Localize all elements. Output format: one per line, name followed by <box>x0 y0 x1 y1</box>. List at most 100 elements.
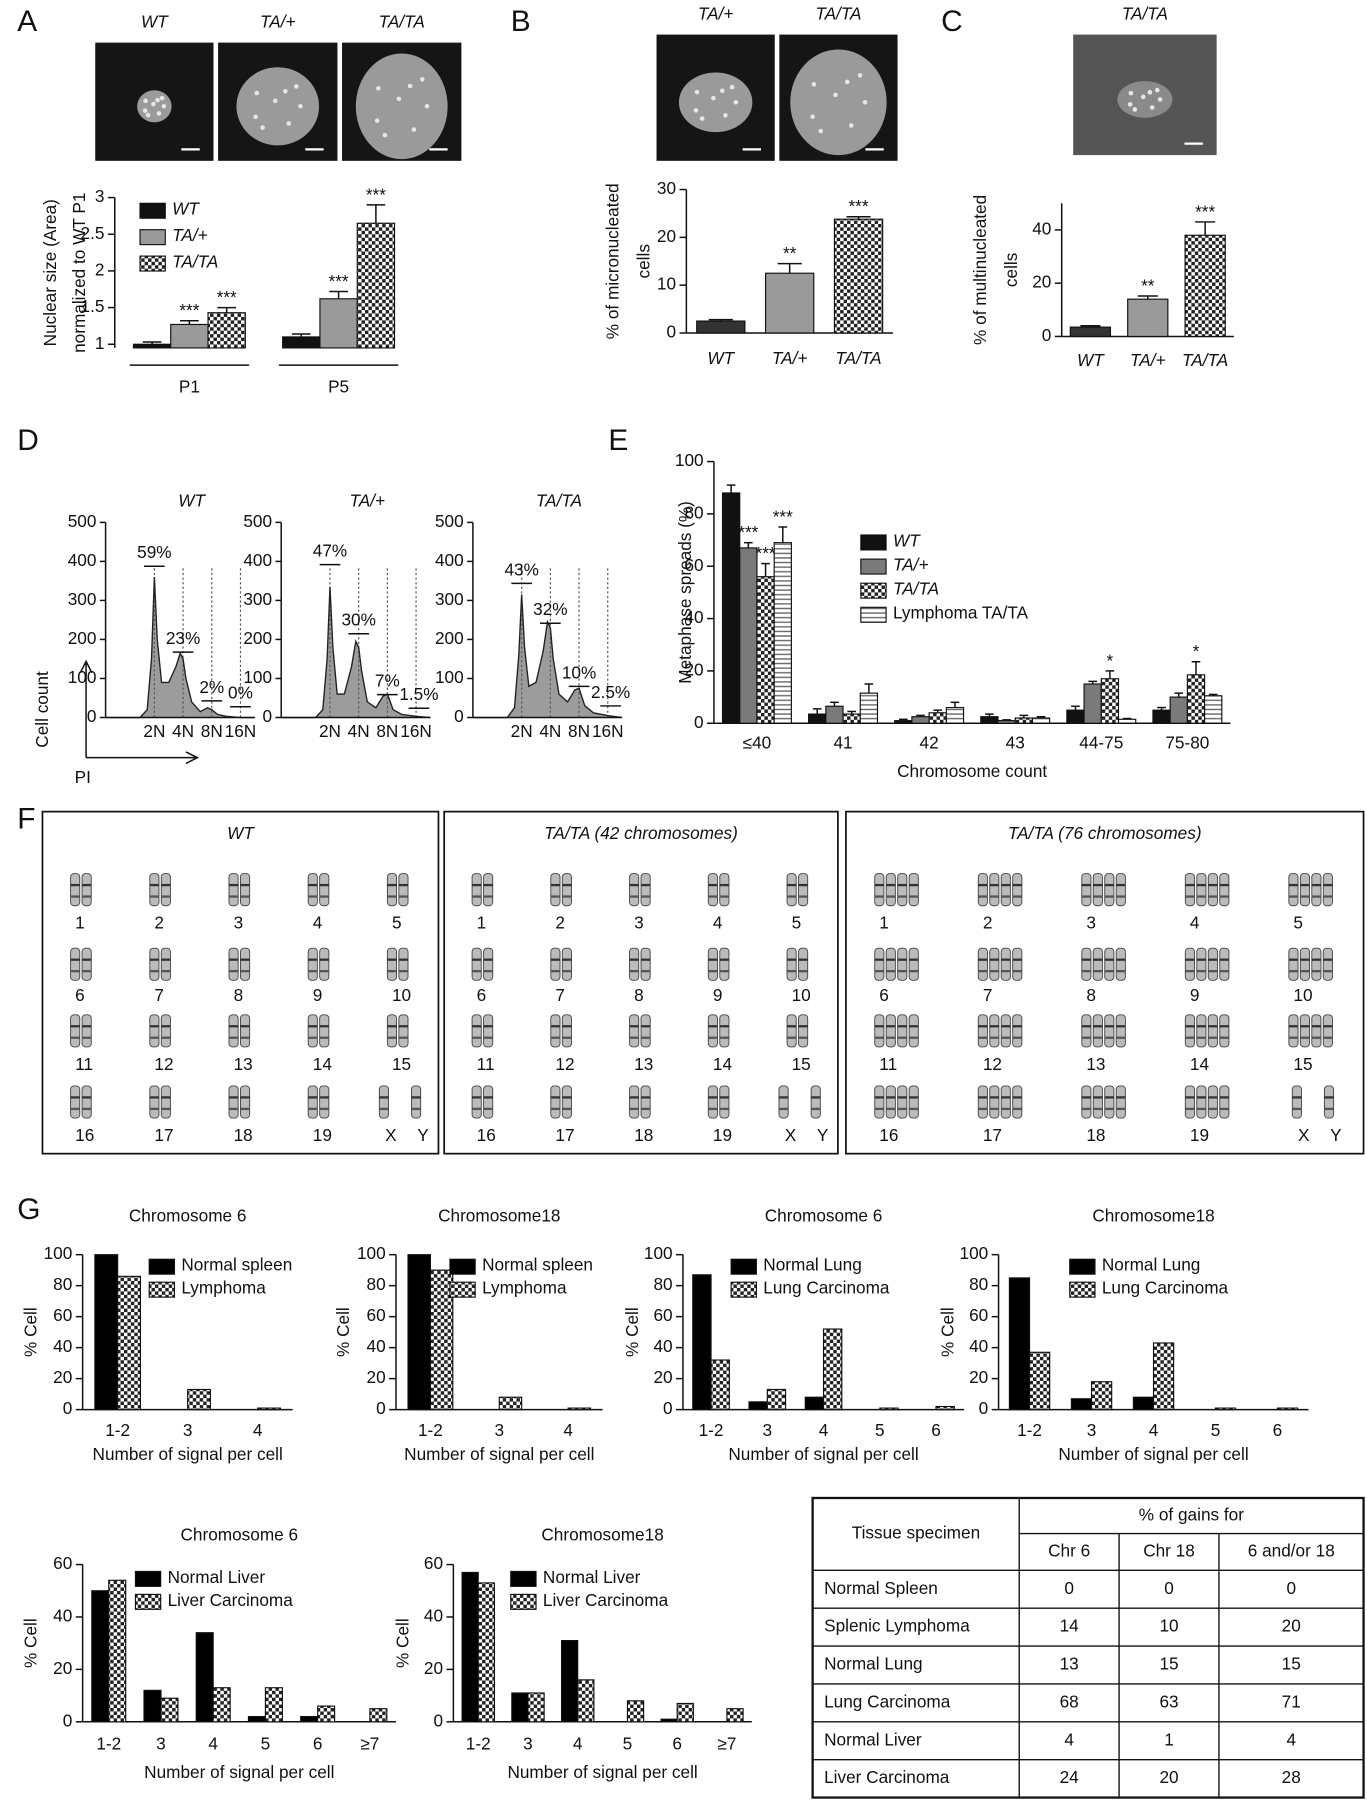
panel-label: D <box>17 424 39 457</box>
x-axis-label: Number of signal per cell <box>404 1444 594 1464</box>
legend-swatch <box>860 606 887 623</box>
x-tick-label: 1-2 <box>418 1420 443 1440</box>
x-tick-label: 43 <box>1006 732 1025 752</box>
chromosome <box>1291 1085 1302 1119</box>
area-line <box>105 576 255 719</box>
bar <box>1066 709 1085 724</box>
bar <box>1100 678 1120 724</box>
legend-label: WT <box>893 530 921 550</box>
y-axis-label: % Cell <box>21 1307 41 1357</box>
bar <box>108 1579 127 1723</box>
bar <box>676 1702 694 1723</box>
nucleus-spot <box>143 98 148 104</box>
y-tick-label: 40 <box>53 1606 72 1626</box>
chromosome-label: 10 <box>1293 985 1312 1005</box>
chromosome <box>70 873 81 907</box>
significance: *** <box>848 196 868 216</box>
table-row-header: Lung Carcinoma <box>824 1691 951 1711</box>
chromosome <box>550 873 561 907</box>
chromosome <box>70 1014 81 1048</box>
nucleus-spot <box>145 112 151 118</box>
bar <box>461 1571 479 1723</box>
x-tick-label: WT <box>1077 350 1105 370</box>
table-cell: 15 <box>1159 1654 1178 1674</box>
x-tick-label: ≥7 <box>717 1733 736 1753</box>
nucleus <box>790 49 887 156</box>
panel-label: C <box>941 5 963 38</box>
chromosome <box>483 1085 494 1119</box>
chromosome-label: 11 <box>879 1054 897 1074</box>
chromosome <box>874 947 885 981</box>
chromosome-label: 13 <box>1086 1054 1105 1074</box>
legend-label: Normal Lung <box>1102 1255 1201 1275</box>
y-tick-label: 2.5 <box>81 223 105 243</box>
nucleus-spot <box>848 123 854 128</box>
chromosome <box>160 873 171 907</box>
table-row-header: Splenic Lymphoma <box>824 1616 970 1636</box>
y-axis-label: Metaphase spreads (%) <box>675 501 695 684</box>
y-tick-label: 400 <box>68 550 97 570</box>
chromosome <box>1012 1014 1023 1048</box>
chromosome <box>908 1014 919 1048</box>
chromosome <box>1184 947 1195 981</box>
chromosome <box>989 1085 1000 1119</box>
bar <box>264 1687 283 1723</box>
x-tick-label: P1 <box>179 377 200 397</box>
y-tick-label: 60 <box>969 1305 988 1325</box>
chromosome <box>629 1085 640 1119</box>
legend-swatch <box>860 534 887 551</box>
y-tick-label: 60 <box>53 1553 72 1573</box>
bar <box>822 1328 843 1411</box>
y-axis-label: % of micronucleated <box>603 183 623 339</box>
chromosome-label: 1 <box>75 913 85 933</box>
x-axis-label: Number of signal per cell <box>507 1762 697 1782</box>
y-tick-label: 100 <box>357 1243 386 1263</box>
table-cell: 4 <box>1064 1729 1074 1749</box>
x-tick-label: 1-2 <box>1017 1420 1042 1440</box>
chromosome <box>561 1014 572 1048</box>
x-tick-label: 3 <box>156 1733 166 1753</box>
table-cell: 4 <box>1286 1729 1296 1749</box>
y-tick-label: 300 <box>68 589 97 609</box>
chromosome <box>1219 873 1230 907</box>
chromosome-label: 4 <box>713 913 723 933</box>
x-tick-label: 5 <box>623 1733 633 1753</box>
x-tick-label: 4 <box>819 1420 829 1440</box>
nucleus-spot <box>833 92 838 98</box>
bar <box>928 712 947 724</box>
chromosome <box>1219 947 1230 981</box>
nucleus-spot <box>407 83 413 89</box>
chromosome <box>874 873 885 907</box>
y-tick-label: 80 <box>653 1274 672 1294</box>
bar <box>560 1639 579 1723</box>
nucleus-spot <box>1157 97 1163 102</box>
significance: *** <box>179 300 199 320</box>
x-tick-label: 4 <box>253 1420 263 1440</box>
significance: *** <box>756 543 776 563</box>
axis-arrow <box>79 659 200 765</box>
micrograph-label: WT <box>141 12 169 32</box>
bar <box>407 1254 431 1411</box>
chromosome <box>160 947 171 981</box>
chromosome <box>149 1014 160 1048</box>
legend-label: Liver Carcinoma <box>543 1590 669 1610</box>
chromosome <box>378 1085 389 1119</box>
y-tick-label: 80 <box>53 1274 72 1294</box>
chromosome <box>707 873 718 907</box>
chromosome <box>398 1014 409 1048</box>
y-tick-label: 0 <box>1042 325 1052 345</box>
x-tick-label: 1-2 <box>699 1420 724 1440</box>
x-tick-label: 8N <box>201 721 223 741</box>
chromosome-label: X <box>785 1125 797 1145</box>
chromosome <box>1012 873 1023 907</box>
x-tick-label: 6 <box>672 1733 682 1753</box>
chromosome <box>1207 873 1218 907</box>
chromosome <box>719 1014 730 1048</box>
legend-label: Normal Liver <box>168 1567 266 1587</box>
bar <box>577 1679 595 1723</box>
chromosome <box>386 873 398 907</box>
y-tick-label: 200 <box>68 628 97 648</box>
bar <box>833 218 884 334</box>
bar <box>804 1396 825 1411</box>
chromosome <box>561 873 572 907</box>
